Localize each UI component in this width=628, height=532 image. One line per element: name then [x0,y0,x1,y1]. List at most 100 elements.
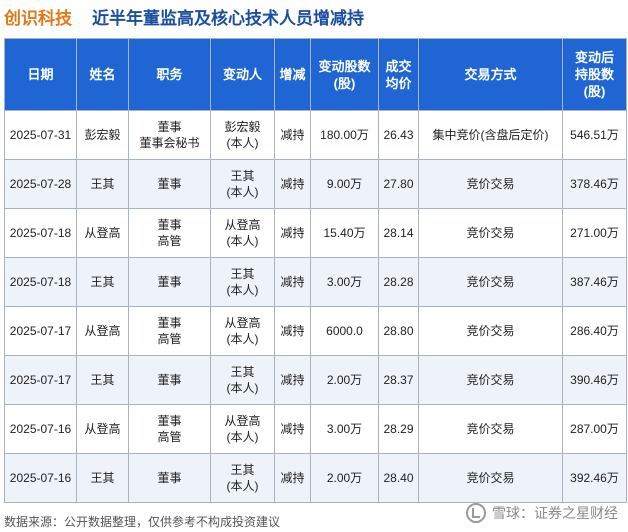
cell-after: 378.46万 [562,159,627,209]
cell-position: 董事 高管 [128,404,211,454]
cell-changer-line: (本人) [226,479,259,493]
table-row: 2025-07-18 王其 董事 王其 (本人) 减持 3.00万 28.28 竞价交易 387.… [4,257,627,307]
cell-changer-line: (本人) [226,430,259,444]
snowball-logo-icon [466,503,486,523]
cell-changer-line: 王其 [230,365,255,379]
cell-price: 28.40 [378,453,419,503]
cell-date: 2025-07-16 [4,404,77,454]
cell-after: 387.46万 [562,257,627,307]
cell-change: 减持 [274,257,311,307]
cell-after: 392.46万 [562,453,627,503]
column-header-changer: 变动人 [210,38,275,111]
cell-position-line: 董事 [157,471,182,485]
table-row: 2025-07-31 彭宏毅 董事 董事会秘书 彭宏毅 (本人) 减持 180.00万 26.4… [4,110,627,160]
cell-name: 从登高 [76,306,129,356]
cell-changer: 王其 (本人) [210,257,275,307]
column-header-text: 持股数 [574,67,614,82]
cell-position: 董事 [128,257,211,307]
cell-changer-line: 从登高 [224,414,261,428]
cell-change: 减持 [274,404,311,454]
cell-position-line: 高管 [157,234,182,248]
cell-position: 董事 [128,453,211,503]
cell-after: 286.40万 [562,306,627,356]
column-header-text: 变动后 [574,50,614,65]
cell-position-line: 董事会秘书 [139,136,200,150]
column-header-text: 交易方式 [464,67,517,82]
cell-changer-line: 彭宏毅 [224,120,261,134]
cell-price: 28.37 [378,355,419,405]
cell-method: 竞价交易 [418,355,563,405]
cell-name: 王其 [76,355,129,405]
cell-position-line: 董事 [157,414,182,428]
brand-text: 雪球：证券之星财经 [492,505,618,521]
cell-changer: 彭宏毅 (本人) [210,110,275,160]
cell-after: 546.51万 [562,110,627,160]
cell-position-line: 董事 [157,316,182,330]
cell-change: 减持 [274,306,311,356]
column-header-after: 变动后 持股数 (股) [562,38,627,111]
cell-changer-line: 王其 [230,169,255,183]
cell-changer-line: 王其 [230,267,255,281]
cell-date: 2025-07-18 [4,208,77,258]
cell-shares: 2.00万 [310,453,379,503]
cell-shares: 3.00万 [310,257,379,307]
column-header-change: 增减 [274,38,311,111]
column-header-price: 成交 均价 [378,38,419,111]
cell-position-line: 董事 [157,373,182,387]
cell-date: 2025-07-17 [4,355,77,405]
cell-change: 减持 [274,110,311,160]
page-title: 近半年董监高及核心技术人员增减持 [92,9,364,28]
column-header-name: 姓名 [76,38,129,111]
table-row: 2025-07-17 王其 董事 王其 (本人) 减持 2.00万 28.37 竞价交易 390.… [4,355,627,405]
table-body: 2025-07-31 彭宏毅 董事 董事会秘书 彭宏毅 (本人) 减持 180.00万 26.4… [4,110,627,503]
cell-changer-line: (本人) [226,136,259,150]
cell-position-line: 高管 [157,332,182,346]
cell-changer: 王其 (本人) [210,159,275,209]
cell-changer-line: (本人) [226,185,259,199]
cell-method: 竞价交易 [418,257,563,307]
cell-date: 2025-07-18 [4,257,77,307]
column-header-method: 交易方式 [418,38,563,111]
cell-changer-line: (本人) [226,283,259,297]
table-header-row: 日期 姓名 职务 变动人 增减 变动股数 (股) 成交 均价 交易方式 变动后 持股数 (股) [4,38,627,111]
cell-position: 董事 高管 [128,306,211,356]
cell-shares: 180.00万 [310,110,379,160]
cell-changer: 从登高 (本人) [210,404,275,454]
cell-method: 集中竞价(含盘后定价) [418,110,563,160]
cell-method: 竞价交易 [418,404,563,454]
cell-after: 287.00万 [562,404,627,454]
cell-name: 王其 [76,257,129,307]
cell-changer-line: (本人) [226,332,259,346]
cell-method: 竞价交易 [418,306,563,356]
cell-price: 27.80 [378,159,419,209]
cell-position: 董事 董事会秘书 [128,110,211,160]
column-header-text: 变动人 [222,67,262,82]
cell-changer-line: (本人) [226,381,259,395]
column-header-text: 变动股数 [318,58,371,74]
cell-date: 2025-07-17 [4,306,77,356]
cell-change: 减持 [274,208,311,258]
table-row: 2025-07-16 王其 董事 王其 (本人) 减持 2.00万 28.40 竞价交易 392.… [4,453,627,503]
column-header-text: 职务 [156,67,183,82]
cell-changer-line: 从登高 [224,316,261,330]
cell-shares: 9.00万 [310,159,379,209]
table-row: 2025-07-17 从登高 董事 高管 从登高 (本人) 减持 6000.0 28.80 竞价交… [4,306,627,356]
cell-changer-line: (本人) [226,234,259,248]
cell-position-line: 董事 [157,120,182,134]
cell-name: 彭宏毅 [76,110,129,160]
cell-name: 王其 [76,453,129,503]
insider-trading-table: 日期 姓名 职务 变动人 增减 变动股数 (股) 成交 均价 交易方式 变动后 持股数 (股) 2025… [4,38,627,503]
cell-position-line: 董事 [157,218,182,232]
cell-shares: 2.00万 [310,355,379,405]
cell-name: 从登高 [76,404,129,454]
cell-position: 董事 高管 [128,208,211,258]
cell-date: 2025-07-31 [4,110,77,160]
cell-shares: 15.40万 [310,208,379,258]
cell-method: 竞价交易 [418,159,563,209]
cell-changer-line: 王其 [230,463,255,477]
cell-date: 2025-07-28 [4,159,77,209]
cell-price: 28.14 [378,208,419,258]
cell-name: 王其 [76,159,129,209]
cell-price: 28.29 [378,404,419,454]
cell-method: 竞价交易 [418,453,563,503]
